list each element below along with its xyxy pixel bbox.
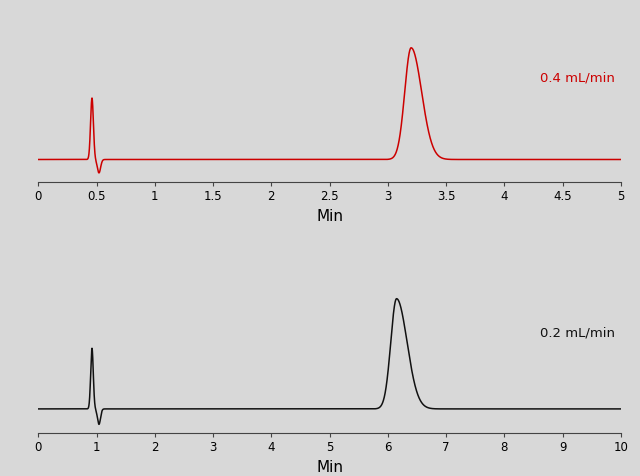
X-axis label: Min: Min xyxy=(316,208,343,224)
Text: 0.4 mL/min: 0.4 mL/min xyxy=(540,71,615,84)
Text: 0.2 mL/min: 0.2 mL/min xyxy=(540,326,615,339)
X-axis label: Min: Min xyxy=(316,460,343,475)
